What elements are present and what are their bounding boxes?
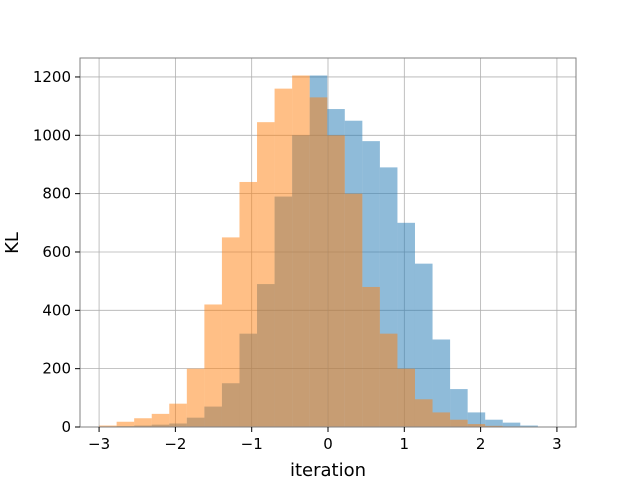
- histogram-bar: [187, 369, 205, 427]
- histogram-bar: [415, 399, 433, 427]
- histogram-bar: [275, 89, 293, 427]
- histogram-bar: [257, 122, 275, 427]
- x-tick-label: 3: [552, 435, 562, 453]
- histogram-bar: [345, 194, 363, 427]
- x-tick-label: −3: [88, 435, 110, 453]
- histogram-bar: [204, 304, 222, 427]
- histogram-bar: [169, 404, 187, 427]
- y-tick-label: 600: [42, 243, 71, 261]
- histogram-bar: [433, 412, 451, 427]
- y-tick-label: 0: [61, 418, 71, 436]
- x-tick-label: 1: [400, 435, 410, 453]
- y-tick-label: 1200: [33, 68, 71, 86]
- x-tick-label: −1: [241, 435, 263, 453]
- histogram-bar: [503, 423, 521, 427]
- histogram-bar: [222, 237, 240, 427]
- y-axis-label: KL: [2, 232, 23, 254]
- histogram-bar: [134, 418, 152, 427]
- histogram-bar: [310, 97, 328, 427]
- histogram-series-2: [99, 76, 538, 427]
- histogram-bar: [152, 414, 170, 427]
- histogram-bars: [99, 76, 538, 427]
- y-tick-label: 200: [42, 360, 71, 378]
- x-axis-label: iteration: [290, 460, 366, 480]
- y-tick-label: 1000: [33, 126, 71, 144]
- x-tick-label: 2: [476, 435, 486, 453]
- y-tick-label: 400: [42, 301, 71, 319]
- histogram-bar: [380, 334, 398, 427]
- histogram-bar: [117, 422, 135, 427]
- histogram-bar: [292, 76, 310, 427]
- histogram-bar: [450, 420, 468, 427]
- histogram-bar: [327, 135, 345, 427]
- histogram-bar: [239, 182, 257, 427]
- x-tick-label: 0: [323, 435, 333, 453]
- histogram-bar: [397, 369, 415, 427]
- histogram-bar: [362, 287, 380, 427]
- y-tick-label: 800: [42, 185, 71, 203]
- x-tick-label: −2: [164, 435, 186, 453]
